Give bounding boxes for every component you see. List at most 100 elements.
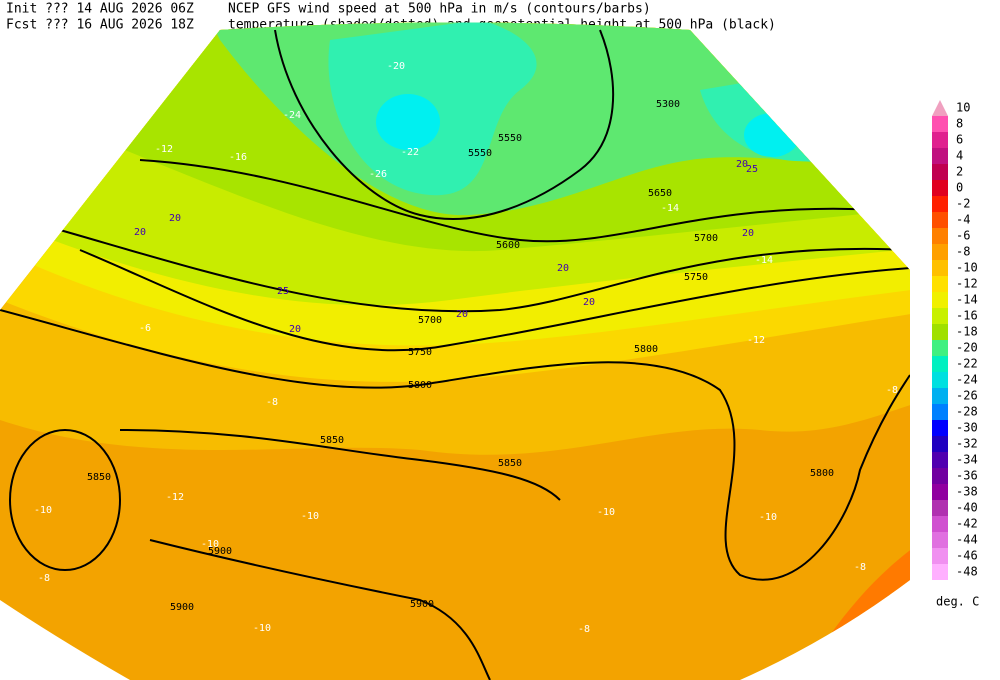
legend-swatch — [932, 180, 948, 196]
legend-label: -38 — [956, 485, 978, 499]
temperature-label: -22 — [401, 147, 419, 158]
legend-swatch — [932, 308, 948, 324]
legend-swatch — [932, 228, 948, 244]
height-label: 5600 — [496, 240, 520, 251]
wind-label: 20 — [557, 263, 569, 274]
temperature-label: -10 — [34, 505, 52, 516]
legend-label: -18 — [956, 325, 978, 339]
shade — [744, 113, 800, 157]
height-label: 5300 — [656, 99, 680, 110]
height-label: 5700 — [694, 233, 718, 244]
legend-swatch — [932, 244, 948, 260]
legend-swatch — [932, 324, 948, 340]
legend-label: 2 — [956, 165, 963, 179]
temperature-label: -8 — [886, 385, 898, 396]
legend-label: -34 — [956, 453, 978, 467]
contour — [119, 429, 561, 501]
legend-swatch — [932, 164, 948, 180]
legend-swatch — [932, 548, 948, 564]
temperature-label: -12 — [166, 492, 184, 503]
legend-swatch — [932, 484, 948, 500]
legend-swatch — [932, 404, 948, 420]
legend-label: -30 — [956, 421, 978, 435]
legend-label: -24 — [956, 373, 978, 387]
temperature-label: -12 — [747, 335, 765, 346]
contour — [9, 429, 121, 571]
height-label: 5650 — [648, 188, 672, 199]
legend-label: -20 — [956, 341, 978, 355]
legend-label: -10 — [956, 261, 978, 275]
legend-swatch — [932, 212, 948, 228]
legend-swatch — [932, 340, 948, 356]
temperature-label: -14 — [755, 255, 773, 266]
legend-label: 6 — [956, 133, 963, 147]
legend-swatch — [932, 452, 948, 468]
legend-label: -28 — [956, 405, 978, 419]
init-time: Init ??? 14 AUG 2026 06Z — [6, 2, 194, 17]
height-label: 5750 — [408, 347, 432, 358]
contour — [149, 539, 491, 680]
legend-swatch — [932, 388, 948, 404]
temperature-label: -6 — [139, 323, 151, 334]
temperature-label: -10 — [301, 511, 319, 522]
temperature-label: -24 — [283, 110, 301, 121]
temperature-label: -10 — [597, 507, 615, 518]
map-labels: 5300 5550 5550 5650 5700 5600 5750 5700 5750 5800… — [34, 61, 898, 635]
temperature-label: -10 — [201, 539, 219, 550]
height-label: 5900 — [410, 599, 434, 610]
legend-label: -46 — [956, 549, 978, 563]
height-label: 5800 — [408, 380, 432, 391]
legend-label: -12 — [956, 277, 978, 291]
legend-label: -6 — [956, 229, 970, 243]
legend-label: -48 — [956, 565, 978, 579]
wind-label: 25 — [277, 286, 289, 297]
legend-label: -36 — [956, 469, 978, 483]
temperature-label: -8 — [854, 562, 866, 573]
legend-swatch — [932, 372, 948, 388]
legend-label: -22 — [956, 357, 978, 371]
legend-swatch — [932, 468, 948, 484]
legend-swatch — [932, 500, 948, 516]
height-label: 5800 — [810, 468, 834, 479]
legend-swatch — [932, 356, 948, 372]
contour — [0, 309, 910, 581]
legend-label: -32 — [956, 437, 978, 451]
forecast-time: Fcst ??? 16 AUG 2026 18Z — [6, 18, 194, 33]
legend-unit: deg. C — [936, 595, 979, 609]
shade — [376, 94, 440, 150]
legend-label: -42 — [956, 517, 978, 531]
legend-label: 10 — [956, 101, 970, 115]
wind-label: 20 — [742, 228, 754, 239]
height-label: 5750 — [684, 272, 708, 283]
height-label: 5850 — [87, 472, 111, 483]
legend-swatch — [932, 532, 948, 548]
color-legend: deg. C 10 8 6 4 2 0 -2 -4 -6 -8 -10 -12 -14 -16 -18 -20… — [932, 100, 979, 609]
wind-label: 20 — [169, 213, 181, 224]
height-label: 5900 — [208, 546, 232, 557]
temperature-label: -14 — [661, 203, 679, 214]
temperature-label: -8 — [38, 573, 50, 584]
legend-swatch — [932, 132, 948, 148]
wind-label: 20 — [583, 297, 595, 308]
legend-label: -4 — [956, 213, 970, 227]
height-label: 5700 — [418, 315, 442, 326]
wind-label: 25 — [746, 164, 758, 175]
contour — [79, 249, 910, 352]
legend-label: -2 — [956, 197, 970, 211]
legend-label: -40 — [956, 501, 978, 515]
legend-label: -16 — [956, 309, 978, 323]
legend-swatch — [932, 564, 948, 580]
legend-swatch — [932, 516, 948, 532]
contour — [274, 29, 615, 220]
contour — [139, 159, 881, 243]
height-label: 5900 — [170, 602, 194, 613]
legend-swatch — [932, 260, 948, 276]
temperature-label: -10 — [253, 623, 271, 634]
contour — [59, 229, 910, 313]
legend-label: -26 — [956, 389, 978, 403]
legend-label: 8 — [956, 117, 963, 131]
legend-label: 0 — [956, 181, 963, 195]
temperature-label: -10 — [759, 512, 777, 523]
temperature-label: -16 — [229, 152, 247, 163]
